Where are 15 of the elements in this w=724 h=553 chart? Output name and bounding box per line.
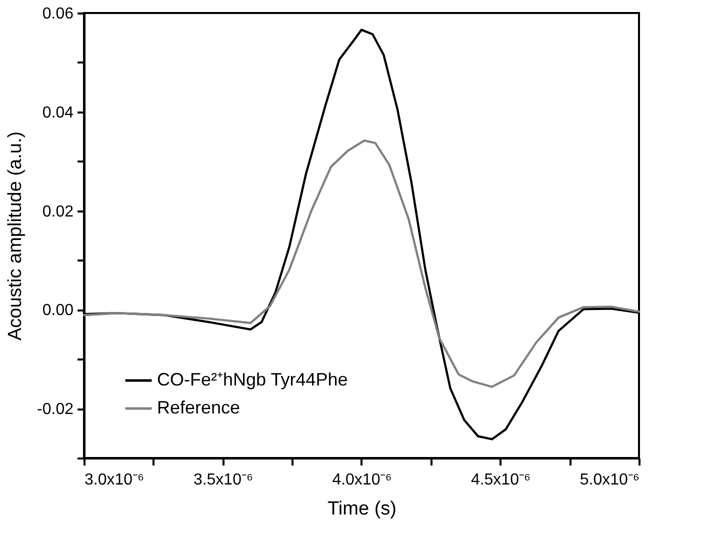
y-tick-label: 0.06 (42, 6, 74, 22)
x-tick-label: 4.5x10⁻⁶ (470, 472, 531, 488)
x-tick-label: 4.0x10⁻⁶ (332, 472, 392, 488)
x-tick-label: 3.5x10⁻⁶ (193, 472, 254, 488)
y-axis-title: Acoustic amplitude (a.u.) (5, 131, 26, 341)
x-tick-label: 5.0x10⁻⁶ (580, 472, 640, 488)
y-tick-label: 0.04 (42, 104, 74, 122)
y-tick-label: 0.00 (42, 302, 74, 320)
legend-label: CO-Fe²⁺hNgb Tyr44Phe (157, 370, 348, 390)
x-axis-title: Time (s) (328, 498, 396, 520)
y-tick-label: -0.02 (37, 401, 74, 418)
y-tick-label: 0.02 (42, 203, 74, 220)
x-tick-label: 3.0x10⁻⁶ (84, 472, 144, 488)
legend-label: Reference (157, 398, 240, 418)
line-series (82, 139, 640, 388)
